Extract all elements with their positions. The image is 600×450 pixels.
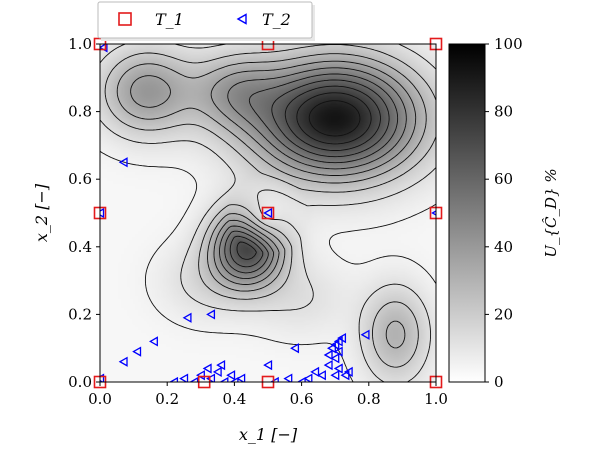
series-t2-point-12 — [263, 359, 273, 371]
series-t2-point-23 — [216, 359, 226, 371]
series-t2-point-17 — [212, 366, 222, 378]
heatmap-image — [100, 44, 436, 382]
series-t2-point-21 — [219, 376, 229, 382]
contour-level-4 — [130, 60, 417, 285]
series-t2-point-24 — [179, 373, 189, 382]
series-t2-point-36 — [303, 373, 313, 382]
legend-t1-marker — [118, 12, 132, 26]
colorbar-tick-label-1: 20 — [494, 305, 513, 323]
series-t2-point-2 — [100, 373, 105, 382]
series-t2-point-10 — [118, 356, 128, 367]
y-tick-label-3: 0.6 — [68, 170, 92, 188]
series-t2-point-3 — [263, 207, 273, 219]
y-tick-label-2: 0.4 — [68, 238, 92, 256]
x-axis-label: x_1 [−] — [239, 425, 298, 444]
series-t2-point-42 — [330, 370, 340, 381]
y-tick-label-0: 0.0 — [68, 373, 92, 391]
contour-level-2 — [104, 44, 436, 368]
series-t2-point-20 — [206, 373, 216, 382]
series-t2-point-5 — [118, 157, 128, 168]
series-t2-point-8 — [148, 336, 158, 347]
series-t2-point-35 — [316, 370, 326, 381]
colorbar-tick-label-3: 60 — [494, 170, 513, 188]
legend-t2-marker — [236, 13, 247, 25]
x-tick-label-1: 0.2 — [155, 390, 179, 408]
series-t2-point-32 — [337, 332, 347, 344]
series-t2-point-22 — [202, 363, 212, 374]
colorbar-label: U_{Ĉ_D} % — [542, 168, 560, 257]
series-t2-point-40 — [310, 366, 320, 378]
series-t1-point-4 — [261, 206, 275, 220]
series-t2-point-26 — [229, 376, 239, 382]
contour-level-10 — [308, 100, 361, 137]
series-t2-point-41 — [269, 376, 279, 382]
legend-box — [97, 1, 313, 39]
series-t2-point-19 — [226, 370, 236, 381]
x-tick-label-0: 0.0 — [88, 390, 112, 408]
legend-t2-label: T_2 — [262, 10, 291, 29]
y-axis-label: x_2 [−] — [32, 183, 51, 242]
colorbar-gradient — [448, 43, 486, 383]
series-t2-point-18 — [189, 376, 199, 382]
series-t2-point-6 — [182, 312, 192, 323]
x-tick-label-3: 0.6 — [290, 390, 314, 408]
colorbar-ticks: 0 20 40 60 80 100 — [485, 35, 523, 391]
series-t2-markers — [100, 44, 436, 382]
y-axis-ticks: 0.0 0.2 0.4 0.6 0.8 1.0 — [68, 35, 100, 391]
x-axis-ticks: 0.0 0.2 0.4 0.6 0.8 1.0 — [88, 382, 448, 408]
series-t2-point-27 — [330, 353, 340, 364]
series-t2-point-33 — [323, 359, 333, 371]
series-t2-point-14 — [360, 329, 370, 340]
y-tick-label-1: 0.2 — [68, 305, 92, 323]
series-t2-point-28 — [333, 346, 343, 357]
colorbar-tick-label-4: 80 — [494, 103, 513, 121]
y-tick-label-4: 0.8 — [68, 103, 92, 121]
series-t2-point-37 — [340, 370, 350, 381]
series-t2-point-9 — [132, 346, 142, 357]
series-t2-point-39 — [296, 376, 306, 382]
contour-level-0 — [100, 150, 436, 382]
y-tick-label-5: 1.0 — [68, 35, 92, 53]
contour-level-5 — [219, 67, 407, 280]
colorbar-tick-label-0: 0 — [494, 373, 504, 391]
series-t2-point-31 — [326, 343, 336, 354]
legend: T_1 T_2 — [97, 1, 315, 41]
series-t2-point-34 — [333, 363, 343, 374]
contour-level-6 — [224, 73, 399, 274]
series-t2-point-30 — [333, 336, 343, 347]
series-t2-point-15 — [236, 373, 246, 382]
series-t2-point-43 — [323, 349, 333, 361]
series-t2-point-38 — [283, 373, 293, 382]
contour-lines — [100, 44, 436, 382]
legend-t1-label: T_1 — [155, 10, 184, 29]
contour-level-9 — [296, 92, 372, 145]
plot-frame — [99, 43, 437, 383]
colorbar-tick-label-2: 40 — [494, 238, 513, 256]
series-t2-point-7 — [206, 309, 216, 320]
x-tick-label-2: 0.4 — [222, 390, 246, 408]
series-t2-point-25 — [169, 376, 179, 382]
colorbar-tick-label-5: 100 — [494, 35, 523, 53]
series-t2-point-1 — [100, 207, 105, 219]
series-t2-point-11 — [290, 343, 300, 354]
contour-level-8 — [236, 85, 381, 260]
x-tick-label-5: 1.0 — [424, 390, 448, 408]
contour-level-7 — [229, 79, 390, 268]
contour-level-1 — [100, 44, 436, 382]
contour-level-3 — [116, 53, 427, 349]
colorbar: 0 20 40 60 80 100 U_{Ĉ_D} % — [448, 35, 560, 391]
x-tick-label-4: 0.8 — [357, 390, 381, 408]
